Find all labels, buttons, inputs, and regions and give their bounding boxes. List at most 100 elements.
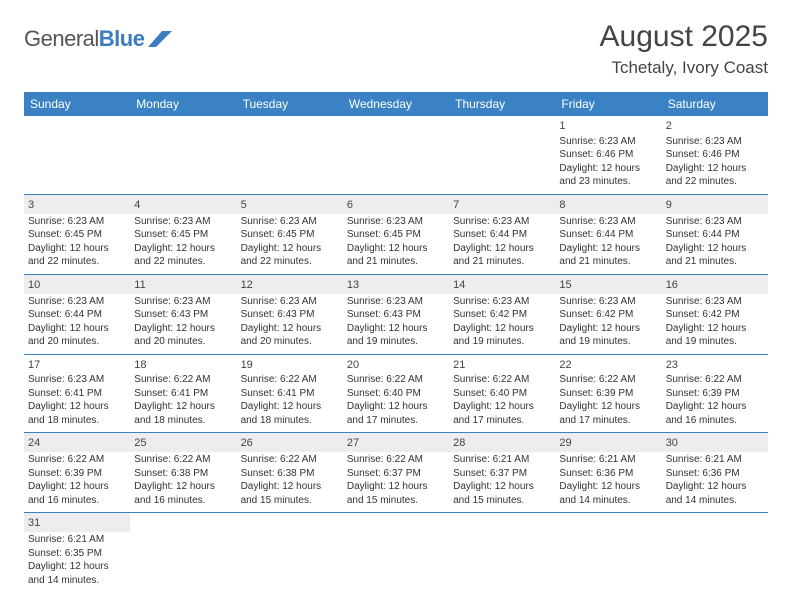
day-number: 4 [130, 195, 236, 214]
daylight1-text: Daylight: 12 hours [134, 400, 232, 414]
sunset-text: Sunset: 6:36 PM [666, 467, 764, 481]
daylight1-text: Daylight: 12 hours [134, 322, 232, 336]
daylight1-text: Daylight: 12 hours [347, 400, 445, 414]
daylight1-text: Daylight: 12 hours [559, 480, 657, 494]
day-cell: 17Sunrise: 6:23 AMSunset: 6:41 PMDayligh… [24, 355, 130, 433]
daylight2-text: and 14 minutes. [666, 494, 764, 508]
daylight2-text: and 21 minutes. [347, 255, 445, 269]
calendar-header-row: SundayMondayTuesdayWednesdayThursdayFrid… [24, 92, 768, 116]
sunrise-text: Sunrise: 6:23 AM [241, 215, 339, 229]
day-number: 16 [662, 275, 768, 294]
daylight1-text: Daylight: 12 hours [559, 400, 657, 414]
logo-text-blue: Blue [99, 26, 145, 51]
sunrise-text: Sunrise: 6:23 AM [559, 135, 657, 149]
calendar-body: 1Sunrise: 6:23 AMSunset: 6:46 PMDaylight… [24, 116, 768, 592]
day-number: 1 [559, 119, 657, 134]
day-cell: 1Sunrise: 6:23 AMSunset: 6:46 PMDaylight… [555, 116, 661, 194]
day-cell: 21Sunrise: 6:22 AMSunset: 6:40 PMDayligh… [449, 355, 555, 433]
day-number: 14 [449, 275, 555, 294]
empty-cell [130, 513, 236, 592]
day-cell: 5Sunrise: 6:23 AMSunset: 6:45 PMDaylight… [237, 195, 343, 274]
daylight1-text: Daylight: 12 hours [347, 242, 445, 256]
daylight1-text: Daylight: 12 hours [347, 322, 445, 336]
location-text: Tchetaly, Ivory Coast [600, 58, 768, 78]
title-block: August 2025 Tchetaly, Ivory Coast [600, 20, 768, 78]
daylight2-text: and 20 minutes. [241, 335, 339, 349]
daylight2-text: and 14 minutes. [559, 494, 657, 508]
sunset-text: Sunset: 6:42 PM [453, 308, 551, 322]
daylight1-text: Daylight: 12 hours [453, 322, 551, 336]
day-number: 8 [555, 195, 661, 214]
empty-cell [343, 513, 449, 592]
daylight1-text: Daylight: 12 hours [559, 162, 657, 176]
day-cell: 13Sunrise: 6:23 AMSunset: 6:43 PMDayligh… [343, 275, 449, 354]
sunrise-text: Sunrise: 6:23 AM [559, 295, 657, 309]
sunrise-text: Sunrise: 6:23 AM [28, 373, 126, 387]
sunrise-text: Sunrise: 6:22 AM [347, 373, 445, 387]
sunset-text: Sunset: 6:41 PM [28, 387, 126, 401]
day-header: Friday [555, 92, 661, 116]
day-number: 15 [555, 275, 661, 294]
day-cell: 15Sunrise: 6:23 AMSunset: 6:42 PMDayligh… [555, 275, 661, 354]
sunrise-text: Sunrise: 6:22 AM [347, 453, 445, 467]
daylight1-text: Daylight: 12 hours [666, 480, 764, 494]
day-cell: 16Sunrise: 6:23 AMSunset: 6:42 PMDayligh… [662, 275, 768, 354]
sunset-text: Sunset: 6:44 PM [453, 228, 551, 242]
daylight2-text: and 15 minutes. [241, 494, 339, 508]
day-cell: 19Sunrise: 6:22 AMSunset: 6:41 PMDayligh… [237, 355, 343, 433]
sunset-text: Sunset: 6:40 PM [453, 387, 551, 401]
sunrise-text: Sunrise: 6:23 AM [559, 215, 657, 229]
day-cell: 30Sunrise: 6:21 AMSunset: 6:36 PMDayligh… [662, 433, 768, 512]
empty-cell [237, 513, 343, 592]
sunset-text: Sunset: 6:45 PM [347, 228, 445, 242]
day-number: 10 [24, 275, 130, 294]
day-cell: 2Sunrise: 6:23 AMSunset: 6:46 PMDaylight… [662, 116, 768, 194]
daylight1-text: Daylight: 12 hours [134, 242, 232, 256]
day-cell: 20Sunrise: 6:22 AMSunset: 6:40 PMDayligh… [343, 355, 449, 433]
daylight1-text: Daylight: 12 hours [28, 322, 126, 336]
day-cell: 26Sunrise: 6:22 AMSunset: 6:38 PMDayligh… [237, 433, 343, 512]
day-cell: 3Sunrise: 6:23 AMSunset: 6:45 PMDaylight… [24, 195, 130, 274]
daylight2-text: and 21 minutes. [559, 255, 657, 269]
day-header: Monday [130, 92, 236, 116]
sunset-text: Sunset: 6:42 PM [666, 308, 764, 322]
logo-text-general: General [24, 26, 99, 51]
calendar-week: 10Sunrise: 6:23 AMSunset: 6:44 PMDayligh… [24, 275, 768, 355]
daylight2-text: and 18 minutes. [241, 414, 339, 428]
daylight2-text: and 17 minutes. [453, 414, 551, 428]
daylight2-text: and 17 minutes. [559, 414, 657, 428]
empty-cell [130, 116, 236, 194]
daylight2-text: and 16 minutes. [666, 414, 764, 428]
day-number: 6 [343, 195, 449, 214]
sunrise-text: Sunrise: 6:23 AM [134, 295, 232, 309]
day-number: 2 [666, 119, 764, 134]
day-header: Sunday [24, 92, 130, 116]
day-cell: 25Sunrise: 6:22 AMSunset: 6:38 PMDayligh… [130, 433, 236, 512]
day-number: 23 [666, 358, 764, 373]
day-number: 31 [24, 513, 130, 532]
day-number: 21 [453, 358, 551, 373]
day-number: 18 [134, 358, 232, 373]
sunrise-text: Sunrise: 6:23 AM [347, 215, 445, 229]
daylight1-text: Daylight: 12 hours [453, 242, 551, 256]
daylight2-text: and 19 minutes. [347, 335, 445, 349]
day-cell: 22Sunrise: 6:22 AMSunset: 6:39 PMDayligh… [555, 355, 661, 433]
day-number: 26 [237, 433, 343, 452]
sunset-text: Sunset: 6:36 PM [559, 467, 657, 481]
empty-cell [343, 116, 449, 194]
daylight2-text: and 16 minutes. [134, 494, 232, 508]
daylight1-text: Daylight: 12 hours [666, 162, 764, 176]
logo-arrow-icon [148, 31, 172, 47]
daylight1-text: Daylight: 12 hours [241, 242, 339, 256]
daylight1-text: Daylight: 12 hours [666, 242, 764, 256]
day-cell: 27Sunrise: 6:22 AMSunset: 6:37 PMDayligh… [343, 433, 449, 512]
daylight1-text: Daylight: 12 hours [666, 322, 764, 336]
day-number: 11 [130, 275, 236, 294]
sunset-text: Sunset: 6:45 PM [241, 228, 339, 242]
calendar-week: 24Sunrise: 6:22 AMSunset: 6:39 PMDayligh… [24, 433, 768, 513]
day-number: 29 [555, 433, 661, 452]
day-header: Wednesday [343, 92, 449, 116]
daylight2-text: and 22 minutes. [241, 255, 339, 269]
day-number: 24 [24, 433, 130, 452]
sunrise-text: Sunrise: 6:23 AM [666, 295, 764, 309]
